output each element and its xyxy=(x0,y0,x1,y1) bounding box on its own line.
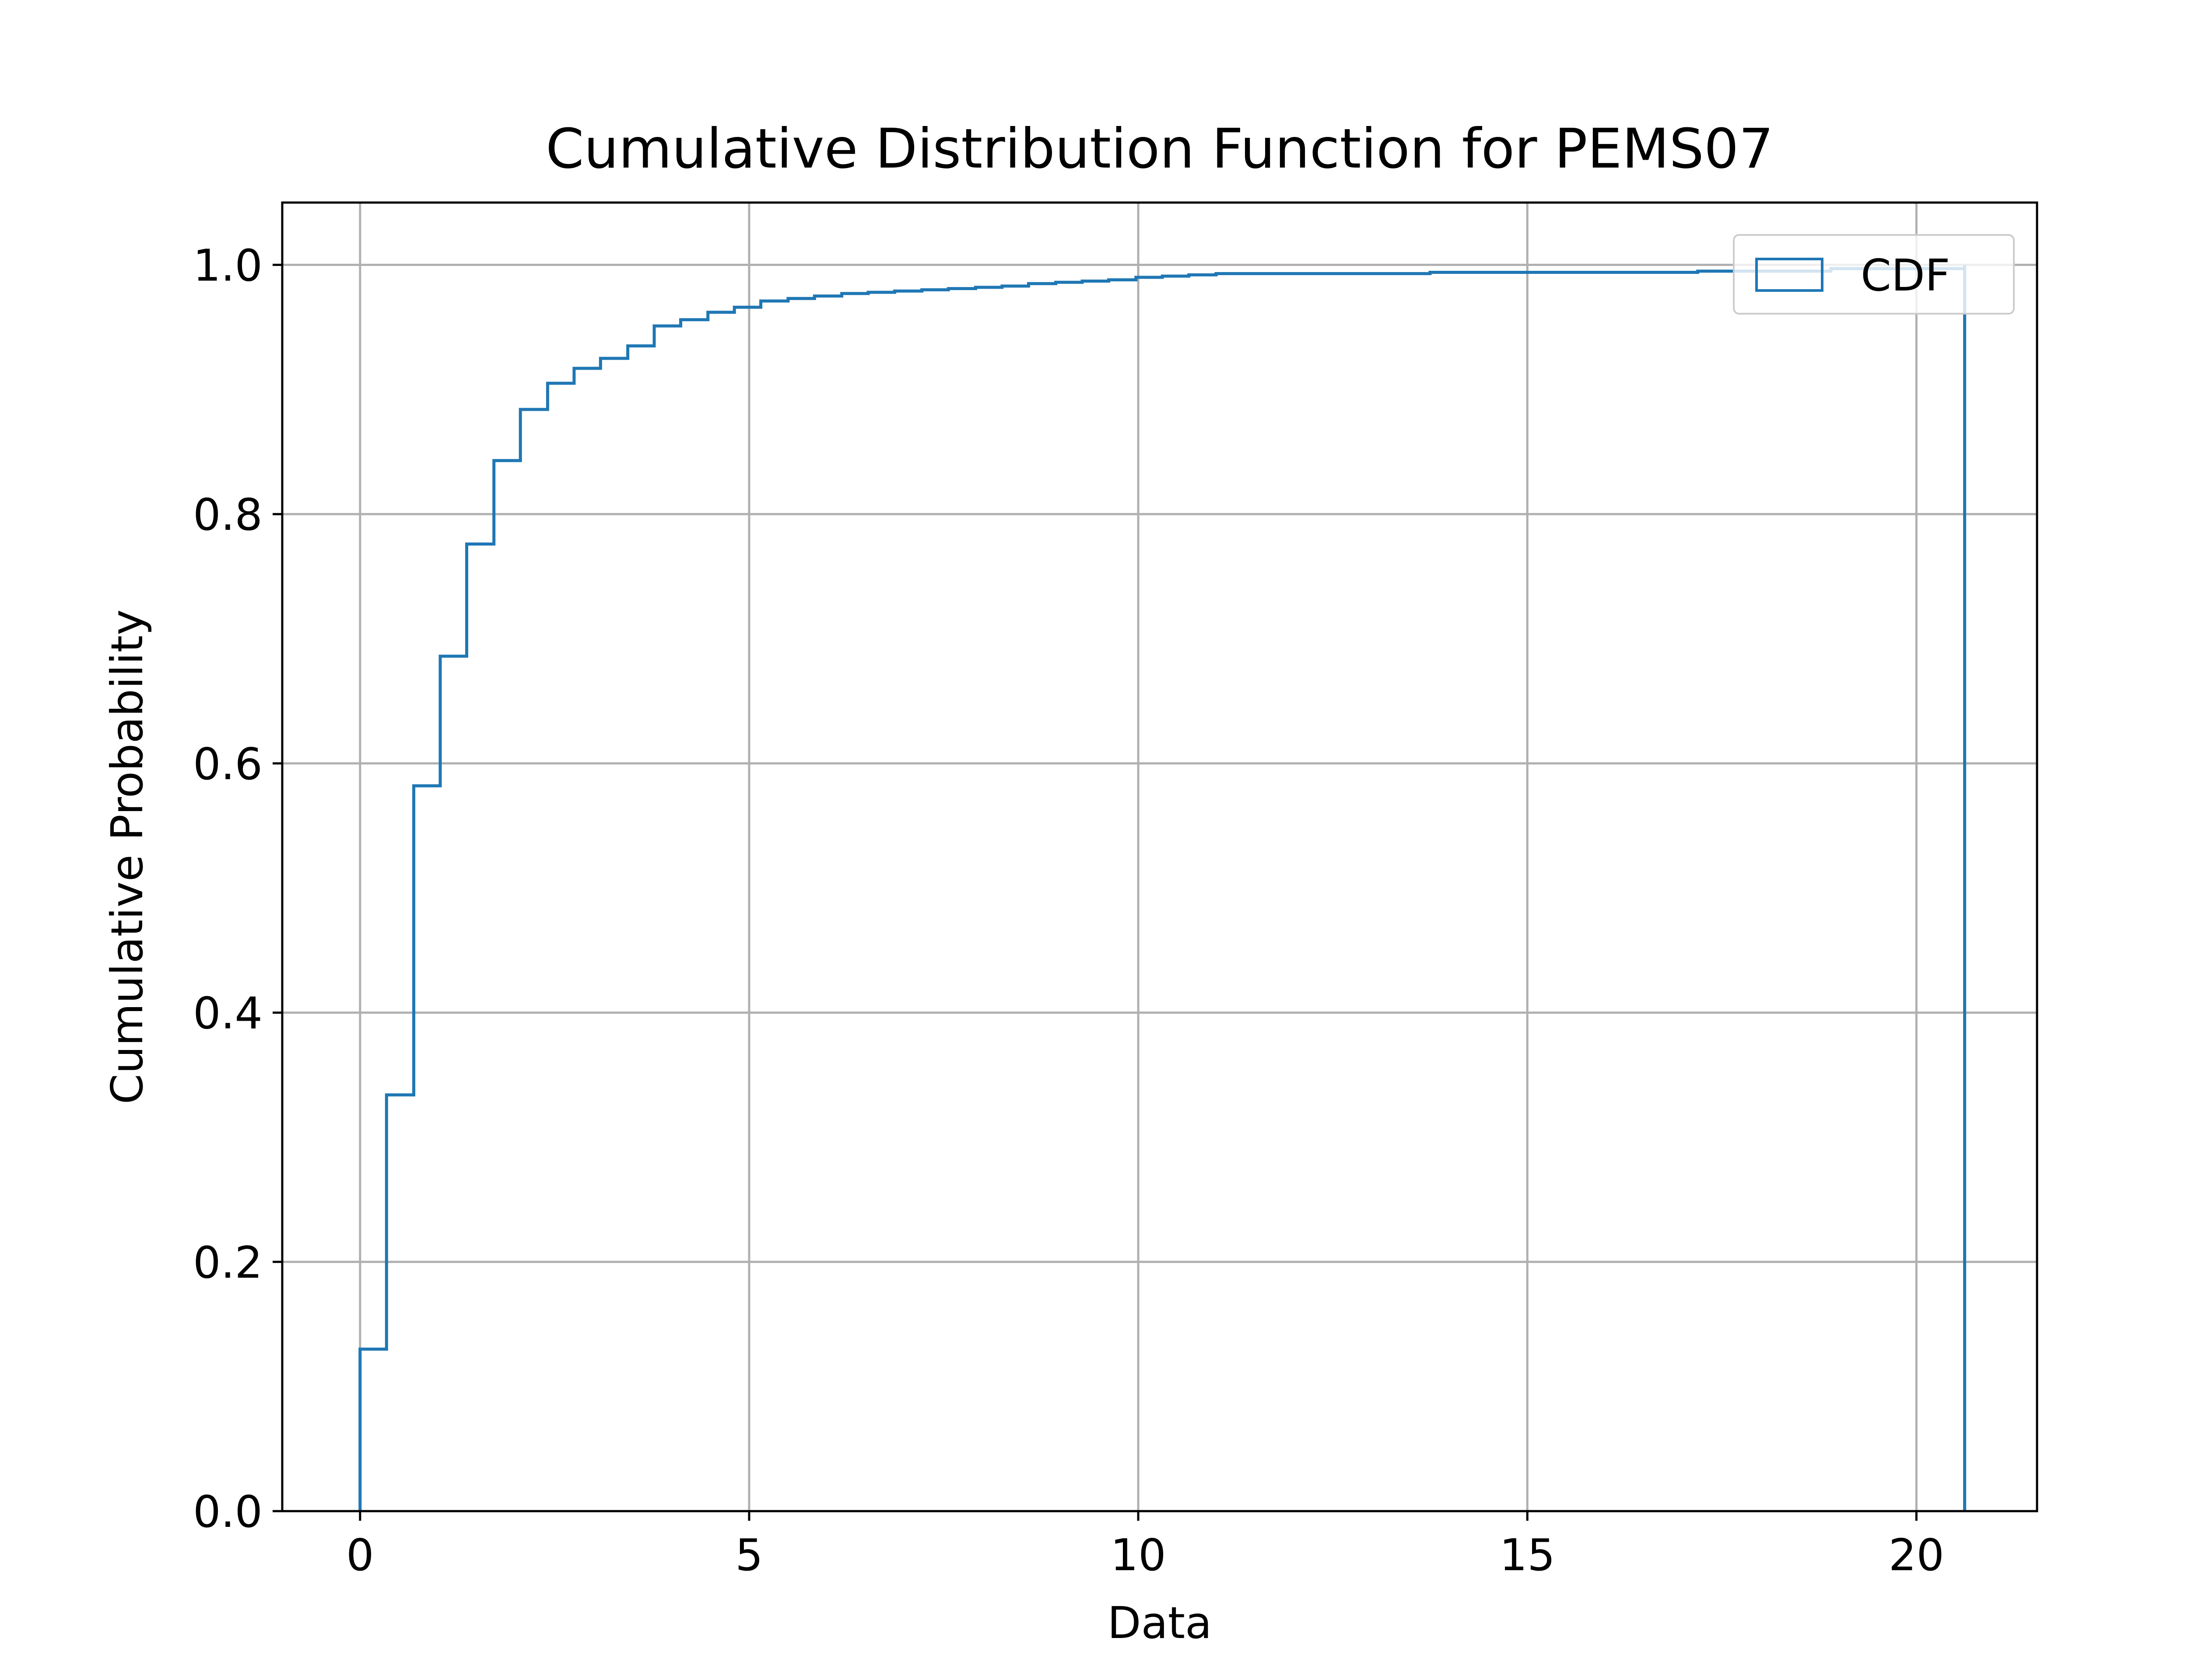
y-tick-label: 0.8 xyxy=(193,489,263,540)
chart-title: Cumulative Distribution Function for PEM… xyxy=(546,117,1774,181)
legend-label-cdf: CDF xyxy=(1861,250,1950,301)
y-axis-label: Cumulative Probability xyxy=(102,609,153,1104)
x-tick-label: 0 xyxy=(346,1530,374,1581)
x-tick-label: 10 xyxy=(1110,1530,1166,1581)
y-tick-label: 0.4 xyxy=(193,988,263,1039)
legend: CDF xyxy=(1733,234,2015,315)
cdf-step-line xyxy=(358,265,1967,1511)
y-tick-label: 0.0 xyxy=(193,1486,263,1537)
x-tick-label: 15 xyxy=(1500,1530,1555,1581)
series-layer xyxy=(358,265,1967,1511)
tick-layer: 0 5 10 15 20 0.0 0.2 0.4 0.6 0.8 1.0 xyxy=(193,240,1944,1581)
legend-swatch xyxy=(1755,258,1823,292)
x-tick-label: 5 xyxy=(735,1530,763,1581)
legend-box xyxy=(1733,234,2015,315)
x-axis-label: Data xyxy=(1108,1597,1212,1648)
y-tick-label: 1.0 xyxy=(193,240,263,291)
axes-frame xyxy=(281,201,2038,1512)
x-tick-label: 20 xyxy=(1889,1530,1944,1581)
y-tick-label: 0.2 xyxy=(193,1237,263,1288)
y-tick-label: 0.6 xyxy=(193,738,263,790)
